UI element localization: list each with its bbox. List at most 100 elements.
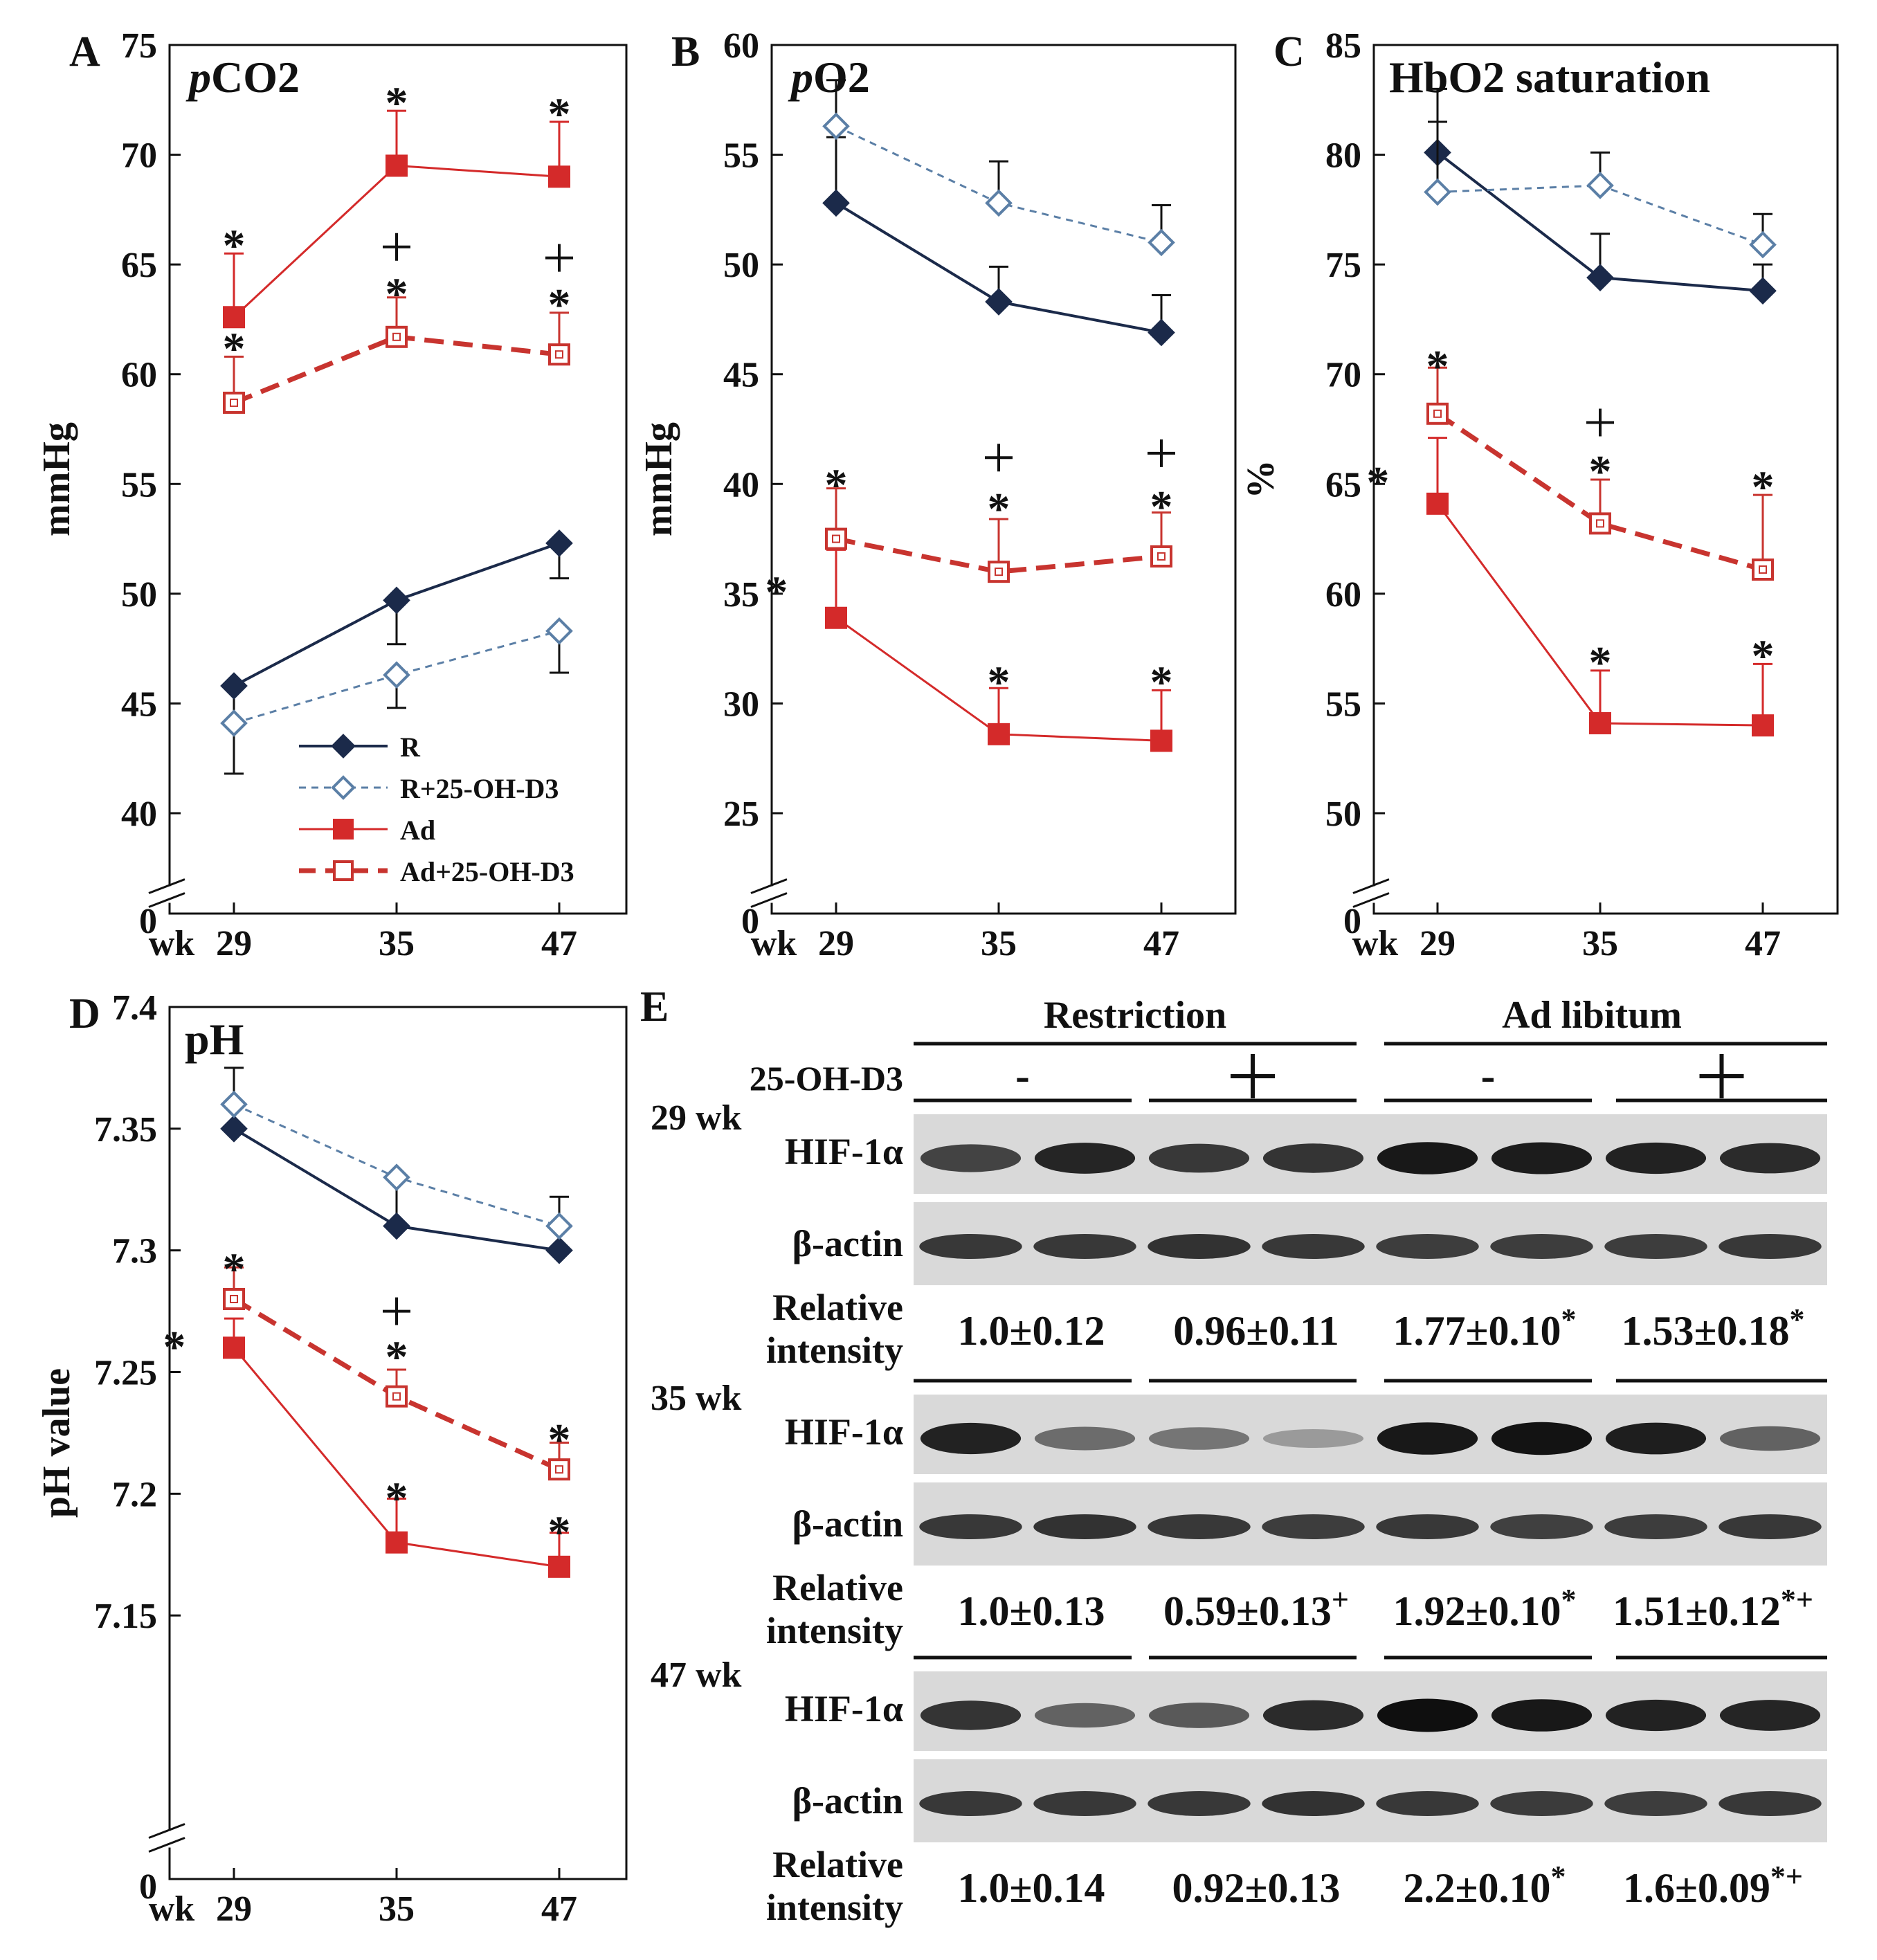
series-ad-25-oh-d3 (223, 1266, 570, 1481)
hif-band (1377, 1422, 1478, 1455)
significance-star: * (1366, 457, 1389, 508)
y-tick-label: 50 (1325, 795, 1361, 834)
value-text: 0.59±0.13 (1163, 1588, 1332, 1634)
significance-plus (383, 1297, 410, 1325)
series-ad (825, 548, 1172, 752)
x-tick-label: 35 (981, 924, 1017, 963)
legend-marker (331, 775, 356, 800)
panel-letter: A (69, 28, 100, 75)
series-r (220, 1067, 573, 1264)
data-point (1426, 402, 1449, 425)
legend-label: R+25-OH-D3 (400, 773, 559, 804)
significance-plus (1586, 408, 1614, 437)
axis-break-mark (148, 1823, 185, 1839)
y-tick-label: 40 (723, 465, 759, 505)
legend: R R+25-OH-D3 Ad Ad+25-OH-D3 (299, 732, 574, 887)
axis-break-mark (148, 878, 185, 894)
data-point (220, 672, 248, 700)
legend-label: R (400, 732, 421, 763)
hif-band (1605, 1699, 1707, 1732)
axis-break-mark (750, 878, 788, 894)
actin-band (1262, 1791, 1365, 1816)
hif-band (1719, 1143, 1821, 1174)
significance-plus (1148, 439, 1175, 467)
plot-frame (168, 44, 628, 915)
week-label: 47 wk (651, 1655, 742, 1695)
treatment-plus (1231, 1054, 1275, 1098)
data-point (1752, 714, 1774, 737)
data-point-inner (1433, 409, 1442, 418)
data-point (545, 529, 573, 557)
axis-break-mark (1352, 892, 1390, 908)
y-tick-label: 30 (723, 684, 759, 724)
actin-band (1376, 1514, 1479, 1539)
western-blot-panel: E Restriction Ad libitum 25-OH-D3 - - 29 wk HIF… (640, 983, 1827, 1928)
data-point (223, 391, 245, 414)
significance-star: * (386, 269, 408, 319)
relative-intensity-value: 1.51±0.12*+ (1613, 1583, 1813, 1634)
y-tick-label: 55 (723, 136, 759, 176)
x-axis-prefix: wk (1352, 924, 1399, 963)
x-tick-label: 35 (379, 924, 415, 963)
hif-band (1034, 1143, 1136, 1174)
plot-frame (1372, 44, 1839, 915)
panel-letter: C (1273, 28, 1305, 75)
y-tick-label: 60 (723, 26, 759, 66)
y-tick-label: 75 (121, 26, 157, 66)
x-axis-prefix: wk (149, 924, 195, 963)
hif-band (920, 1422, 1022, 1455)
data-point-inner (1759, 565, 1767, 574)
value-text: 1.6±0.09 (1623, 1865, 1770, 1911)
data-point (545, 1212, 573, 1240)
data-point (1589, 711, 1611, 734)
data-point (386, 1531, 408, 1554)
panel-title-italic: p (185, 53, 211, 102)
y-tick-label: 60 (1325, 575, 1361, 615)
significance-plus (545, 244, 573, 272)
data-point (383, 1163, 410, 1191)
data-point (548, 165, 570, 188)
data-point (1586, 172, 1614, 199)
significance-star: * (1426, 341, 1449, 392)
axis-break-mark (1352, 878, 1390, 894)
significance-star: * (386, 78, 408, 128)
treatment-label: 25-OH-D3 (750, 1059, 903, 1098)
y-tick-label: 25 (723, 795, 759, 834)
y-zero-label: 0 (1343, 902, 1361, 941)
hif-band (1034, 1426, 1136, 1451)
significance-star: * (1150, 657, 1173, 708)
hif-band (920, 1144, 1022, 1172)
series-r (1424, 87, 1777, 305)
strip-gap (914, 1194, 1827, 1202)
week-label: 29 wk (651, 1098, 742, 1138)
legend-marker (333, 860, 354, 881)
value-mark: *+ (1770, 1860, 1803, 1894)
plot-frame (168, 1006, 628, 1880)
significance-star: * (1752, 462, 1775, 512)
series-line (1436, 411, 1763, 572)
relative-intensity-value: 0.59±0.13+ (1163, 1583, 1349, 1634)
significance-star: * (1589, 637, 1612, 688)
series-ad-25-oh-d3 (825, 487, 1172, 583)
data-point (1749, 277, 1777, 305)
hif-band (1605, 1422, 1707, 1455)
relative-label: Relative (772, 1287, 903, 1328)
series-ad (1426, 437, 1774, 737)
relative-intensity-value: 0.92±0.13 (1172, 1865, 1341, 1911)
actin-band (919, 1234, 1022, 1259)
actin-label: β-actin (792, 1223, 903, 1264)
actin-band (1490, 1791, 1593, 1816)
group-label-ad-libitum: Ad libitum (1502, 994, 1682, 1037)
data-point (545, 617, 573, 645)
data-point (1150, 729, 1172, 752)
relative-intensity-value: 2.2±0.10* (1404, 1860, 1566, 1911)
series-r (220, 529, 573, 727)
series-ad-25-oh-d3 (223, 296, 570, 414)
y-tick-label: 50 (723, 246, 759, 285)
actin-band (1148, 1791, 1251, 1816)
value-text: 0.96±0.11 (1173, 1308, 1339, 1354)
data-point (386, 154, 408, 177)
x-tick-label: 29 (216, 1889, 252, 1929)
hif-band (1377, 1142, 1478, 1174)
y-zero-label: 0 (139, 1867, 157, 1907)
